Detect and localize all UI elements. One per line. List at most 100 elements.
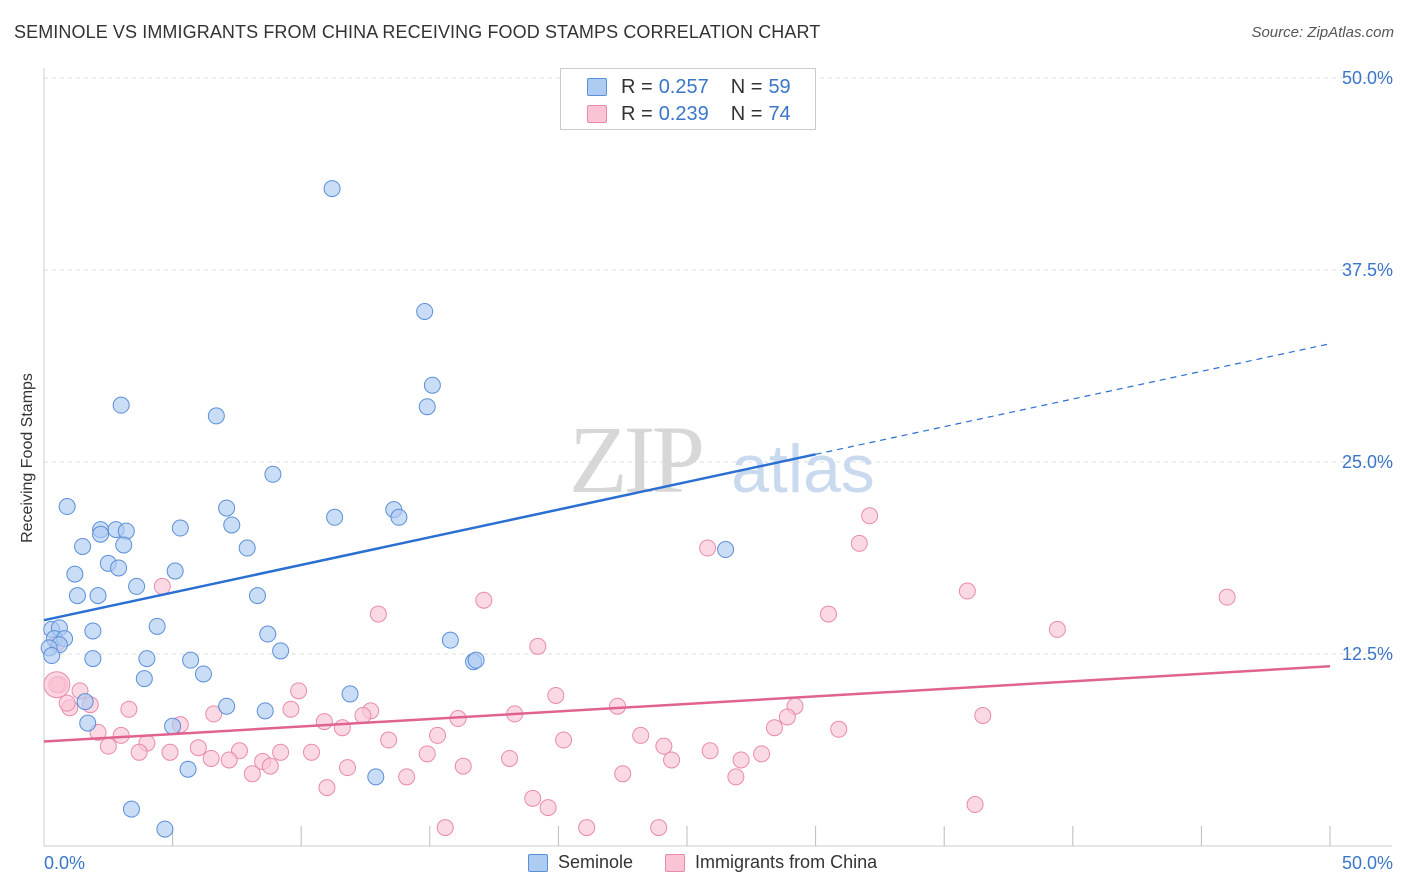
china-point xyxy=(302,743,320,761)
legend-n-label: N = xyxy=(730,75,763,98)
china-point xyxy=(354,706,372,724)
y-axis-label: Receiving Food Stamps xyxy=(19,373,36,543)
seminole-point xyxy=(128,577,146,595)
y-tick-label: 12.5% xyxy=(1342,644,1393,664)
seminole-point xyxy=(238,539,256,557)
seminole-point xyxy=(138,650,156,668)
y-tick-label: 50.0% xyxy=(1342,68,1393,88)
china-point xyxy=(1048,620,1066,638)
seminole-trend-line xyxy=(43,453,816,622)
grid-layer xyxy=(44,77,1392,655)
china-point xyxy=(632,726,650,744)
seminole-point xyxy=(84,650,102,668)
china-point xyxy=(663,751,681,769)
legend-item-china[interactable]: Immigrants from China xyxy=(665,852,877,873)
china-point xyxy=(974,706,992,724)
seminole-point xyxy=(84,622,102,640)
china-point xyxy=(778,708,796,726)
legend-swatch-seminole xyxy=(587,78,607,96)
seminole-point xyxy=(92,525,110,543)
seminole-point xyxy=(390,508,408,526)
seminole-point xyxy=(58,498,76,516)
seminole-point xyxy=(76,693,94,711)
seminole-point xyxy=(416,302,434,320)
china-point xyxy=(524,789,542,807)
china-point xyxy=(189,739,207,757)
seminole-point xyxy=(207,407,225,425)
source-label: Source: ZipAtlas.com xyxy=(1251,24,1394,41)
seminole-point xyxy=(89,587,107,605)
china-point xyxy=(436,819,454,837)
china-point xyxy=(609,697,627,715)
china-point xyxy=(202,749,220,767)
china-point xyxy=(369,605,387,623)
seminole-point xyxy=(194,665,212,683)
seminole-point xyxy=(423,376,441,394)
china-point xyxy=(272,743,290,761)
china-point xyxy=(529,637,547,655)
china-point xyxy=(429,726,447,744)
china-point xyxy=(966,796,984,814)
tick-labels: 12.5% 25.0% 37.5% 50.0% 0.0% 50.0% xyxy=(44,68,1393,873)
seminole-point xyxy=(367,768,385,786)
seminole-point xyxy=(115,536,133,554)
series-legend: Seminole Immigrants from China xyxy=(528,852,909,873)
china-point xyxy=(555,731,573,749)
china-point xyxy=(861,507,879,525)
china-point xyxy=(58,694,76,712)
seminole-point xyxy=(259,625,277,643)
x-tick-label-max: 50.0% xyxy=(1342,853,1393,873)
china-point xyxy=(220,751,238,769)
watermark: ZIP atlas xyxy=(569,406,875,513)
seminole-point xyxy=(182,651,200,669)
china-point xyxy=(380,731,398,749)
china-point xyxy=(547,686,565,704)
legend-item-seminole[interactable]: Seminole xyxy=(528,852,633,873)
seminole-point xyxy=(79,714,97,732)
seminole-point xyxy=(122,800,140,818)
seminole-point xyxy=(66,565,84,583)
china-point xyxy=(765,719,783,737)
china-points xyxy=(43,507,1236,837)
china-point xyxy=(650,819,668,837)
china-point xyxy=(475,591,493,609)
watermark-atlas: atlas xyxy=(731,431,875,507)
china-point xyxy=(655,737,673,755)
seminole-point xyxy=(135,670,153,688)
seminole-point xyxy=(467,651,485,669)
stats-legend: R = 0.257 N = 59 R = 0.239 N = 74 xyxy=(560,68,816,130)
china-point xyxy=(282,700,300,718)
china-point xyxy=(333,719,351,737)
y-tick-label: 25.0% xyxy=(1342,452,1393,472)
seminole-point xyxy=(264,465,282,483)
china-point xyxy=(338,759,356,777)
seminole-point xyxy=(110,559,128,577)
seminole-point xyxy=(323,180,341,198)
china-point xyxy=(398,768,416,786)
chart-title: SEMINOLE VS IMMIGRANTS FROM CHINA RECEIV… xyxy=(14,22,821,42)
china-point xyxy=(699,539,717,557)
legend-n-value: 59 xyxy=(768,75,791,98)
seminole-points xyxy=(40,180,735,838)
legend-swatch-china xyxy=(587,105,607,123)
seminole-point xyxy=(179,760,197,778)
china-point xyxy=(830,720,848,738)
watermark-zip: ZIP xyxy=(569,406,702,513)
china-point xyxy=(418,745,436,763)
seminole-point xyxy=(166,562,184,580)
seminole-point xyxy=(326,508,344,526)
china-point xyxy=(1218,588,1236,606)
legend-n-value: 74 xyxy=(768,102,791,125)
seminole-point xyxy=(43,647,61,665)
china-point xyxy=(850,534,868,552)
china-point-large xyxy=(43,671,71,699)
china-point xyxy=(161,743,179,761)
axis-layer xyxy=(43,68,1392,847)
china-point xyxy=(958,582,976,600)
seminole-point xyxy=(156,820,174,838)
legend-row-seminole: R = 0.257 N = 59 xyxy=(587,74,791,100)
seminole-point xyxy=(74,537,92,555)
china-point xyxy=(130,743,148,761)
china-point xyxy=(727,768,745,786)
